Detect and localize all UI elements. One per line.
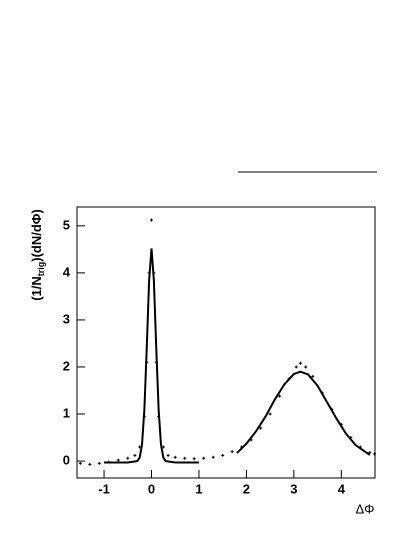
data-point: [107, 460, 111, 464]
data-point: [183, 456, 187, 460]
x-tick-label: 0: [148, 481, 155, 496]
x-tick-label: -1: [98, 481, 110, 496]
data-point: [152, 271, 156, 275]
data-point: [349, 436, 353, 440]
data-point: [97, 461, 101, 465]
data-point: [78, 461, 82, 465]
data-point: [157, 414, 161, 418]
data-point: [330, 407, 334, 411]
data-point: [304, 365, 308, 369]
data-point: [142, 414, 146, 418]
data-point: [278, 394, 282, 398]
data-point: [230, 450, 234, 454]
data-point: [166, 453, 170, 457]
y-axis-label: (1/Ntrig)(dN/dΦ): [29, 209, 46, 301]
data-point: [126, 456, 130, 460]
plot-frame: [76, 206, 376, 479]
x-axis-label: ΔΦ: [355, 501, 374, 516]
y-tick-label: 2: [63, 358, 70, 373]
y-tick-label: 0: [63, 453, 70, 468]
data-point: [240, 445, 244, 449]
y-label-main: (1/N: [29, 276, 44, 301]
data-point: [161, 445, 165, 449]
data-point: [150, 218, 153, 222]
y-tick-label: 4: [63, 264, 71, 279]
y-tick-label: 5: [63, 217, 70, 232]
data-point: [268, 412, 272, 416]
data-point: [368, 451, 372, 455]
data-point: [259, 426, 263, 430]
data-point: [133, 453, 137, 457]
data-point: [147, 271, 151, 275]
y-label-rest: )(dN/dΦ): [29, 209, 44, 262]
data-point: [154, 360, 158, 364]
data-point: [339, 422, 343, 426]
x-tick-label: 1: [195, 481, 202, 496]
data-point: [320, 391, 324, 395]
data-point: [116, 458, 120, 462]
data-point: [192, 457, 196, 461]
y-label-sub: trig: [36, 262, 46, 277]
x-tick-label: 2: [243, 481, 250, 496]
data-point: [211, 455, 215, 459]
data-point: [358, 445, 362, 449]
x-tick-label: 4: [338, 481, 346, 496]
data-point: [287, 377, 291, 381]
data-point: [299, 361, 302, 365]
data-point: [221, 453, 225, 457]
data-point: [88, 462, 92, 466]
x-tick-label: 3: [290, 481, 297, 496]
data-point: [294, 365, 298, 369]
y-tick-label: 1: [63, 405, 70, 420]
data-point: [138, 445, 142, 449]
data-point: [202, 456, 206, 460]
data-point: [249, 438, 253, 442]
data-point: [311, 374, 315, 378]
data-point: [373, 452, 377, 456]
data-point: [173, 455, 177, 459]
data-point: [145, 360, 149, 364]
fit-curve: [104, 248, 199, 464]
fit-curve: [236, 370, 371, 456]
y-tick-label: 3: [63, 311, 70, 326]
